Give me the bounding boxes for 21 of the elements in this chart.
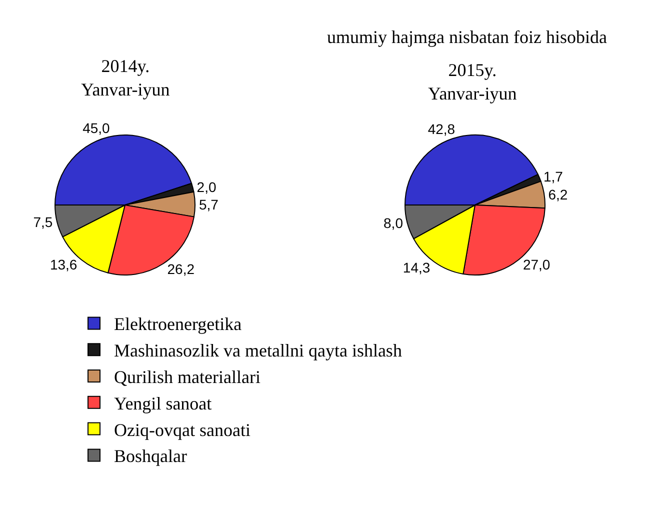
data-label: 45,0 (82, 120, 110, 136)
legend-label: Oziq-ovqat sanoati (114, 420, 250, 440)
text: umumiy hajmga nisbatan foiz hisobida (327, 27, 607, 47)
data-label: 1,7 (544, 168, 564, 185)
data-label: 13,6 (50, 256, 78, 273)
data-label: 42,8 (428, 121, 456, 138)
data-label: 14,3 (402, 259, 430, 276)
data-label: 26,2 (167, 261, 195, 278)
legend-label: Mashinasozlik va metallni qayta ishlash (114, 340, 402, 361)
data-label: 2,0 (196, 179, 216, 196)
chart-title: 2015y. Yanvar-iyun (428, 60, 517, 104)
data-label: 6,2 (548, 186, 568, 202)
data-label: 27,0 (522, 256, 550, 272)
chart-title: 2014y. Yanvar-iyun (81, 56, 170, 100)
legend-label: Yengil sanoat (114, 393, 212, 414)
data-label: 7,5 (33, 214, 53, 230)
legend-label: Elektroenergetika (114, 314, 242, 334)
legend-label: Qurilish materiallari (114, 367, 260, 388)
data-label: 8,0 (384, 214, 404, 231)
data-label: 5,7 (198, 196, 219, 212)
legend-label: Boshqalar (114, 446, 187, 466)
